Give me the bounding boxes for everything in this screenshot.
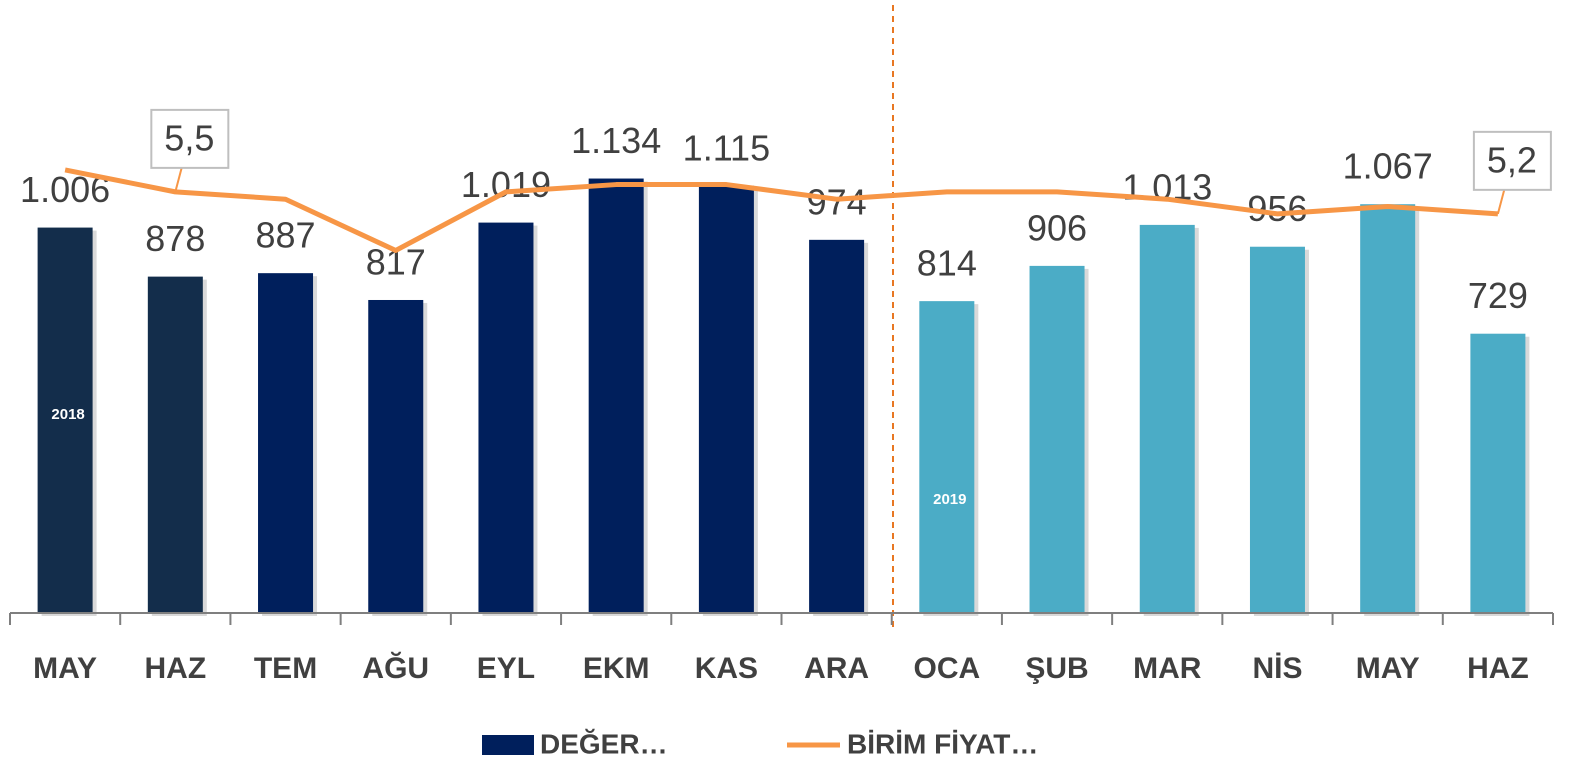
- bar: [698, 185, 754, 614]
- x-tick-label: EKM: [583, 652, 650, 685]
- x-tick-label: OCA: [913, 652, 980, 685]
- price-line: [64, 167, 1499, 253]
- bar: [37, 227, 93, 614]
- x-tick-label: MAY: [33, 652, 97, 685]
- x-tick-label: AĞU: [362, 651, 429, 685]
- bar-value-label: 1.134: [571, 120, 661, 161]
- bar: [588, 178, 644, 613]
- x-tick-label: HAZ: [144, 652, 206, 685]
- line-value-label: 5,5: [164, 117, 214, 158]
- bar: [1029, 265, 1085, 613]
- label-box: [150, 108, 230, 169]
- bar: [1360, 204, 1416, 613]
- x-tick-label: EYL: [477, 652, 535, 685]
- year-annotation: 2018: [51, 406, 84, 423]
- x-tick-label: NİS: [1252, 652, 1302, 685]
- bar-value-label: 729: [1468, 275, 1528, 316]
- bar: [809, 239, 865, 613]
- bar: [478, 222, 534, 613]
- bar: [1139, 224, 1195, 613]
- bar-value-label: 1.067: [1343, 146, 1433, 187]
- legend-label: BİRİM FİYAT…: [847, 728, 1038, 759]
- x-tick-label: KAS: [695, 652, 758, 685]
- legend-label: DEĞER…: [540, 728, 668, 759]
- bar-value-label: 878: [145, 218, 205, 259]
- legend-swatch: [482, 735, 534, 755]
- bar-value-label: 887: [255, 215, 315, 256]
- bar: [919, 301, 975, 613]
- bar-value-label: 974: [807, 181, 867, 222]
- bar: [258, 273, 314, 613]
- label-box: [1472, 130, 1552, 191]
- bar: [1249, 246, 1305, 614]
- x-tick-label: ŞUB: [1025, 652, 1088, 685]
- bar: [1470, 333, 1526, 613]
- bar-value-label: 1.019: [461, 164, 551, 205]
- x-tick-label: HAZ: [1467, 652, 1529, 685]
- year-annotation: 2019: [933, 491, 966, 508]
- x-tick-label: MAR: [1133, 652, 1202, 685]
- line-value-label: 5,2: [1487, 139, 1537, 180]
- x-tick-label: ARA: [804, 652, 869, 685]
- x-tick-label: MAY: [1356, 652, 1420, 685]
- bar: [368, 299, 424, 613]
- bar-value-label: 814: [917, 243, 977, 284]
- bar-value-label: 1.115: [683, 127, 770, 168]
- x-tick-label: TEM: [254, 652, 317, 685]
- bar: [147, 276, 203, 613]
- bar-value-label: 906: [1027, 207, 1087, 248]
